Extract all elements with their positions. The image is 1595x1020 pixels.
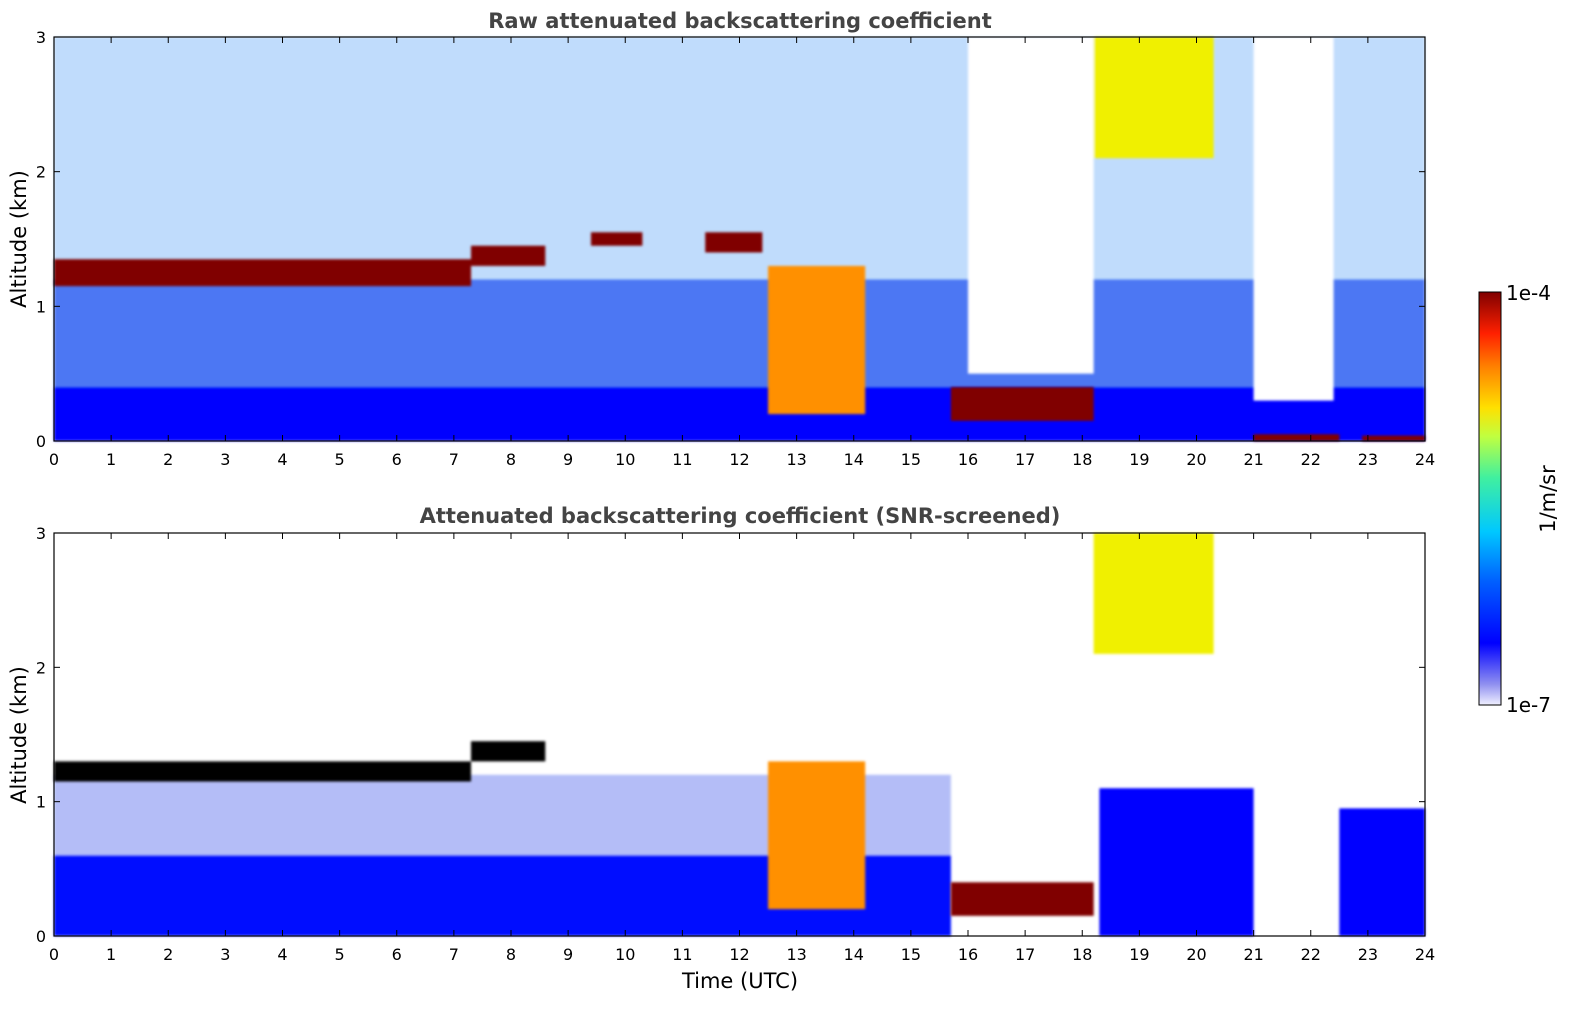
x-tick-label: 7 bbox=[449, 945, 459, 964]
feature-clear-gap bbox=[1253, 37, 1334, 401]
x-tick-label: 18 bbox=[1072, 945, 1092, 964]
y-tick-label: 2 bbox=[36, 163, 46, 182]
heatmap-features bbox=[54, 37, 1425, 441]
x-tick-label: 19 bbox=[1129, 945, 1149, 964]
x-tick-label: 3 bbox=[220, 945, 230, 964]
x-tick-label: 6 bbox=[392, 450, 402, 469]
x-tick-label: 4 bbox=[277, 945, 287, 964]
panel-snr-screened: Attenuated backscattering coefficient (S… bbox=[7, 504, 1435, 993]
colorbar-max-label: 1e-4 bbox=[1506, 281, 1551, 305]
colorbar-gradient bbox=[1479, 292, 1501, 705]
feature-cloud-base-layer bbox=[54, 259, 472, 287]
x-tick-label: 24 bbox=[1415, 450, 1435, 469]
heatmap-image bbox=[54, 533, 1425, 936]
feature-clear-gap bbox=[968, 37, 1094, 374]
x-tick-label: 21 bbox=[1243, 450, 1263, 469]
x-tick-label: 13 bbox=[786, 450, 806, 469]
x-tick-label: 1 bbox=[106, 450, 116, 469]
colorbar: 1e-4 1e-7 1/m/sr bbox=[1478, 281, 1560, 717]
feature-boundary-layer bbox=[1339, 808, 1425, 936]
x-tick-label: 6 bbox=[392, 945, 402, 964]
x-tick-label: 22 bbox=[1301, 945, 1321, 964]
feature-low-cloud bbox=[950, 387, 1094, 421]
x-tick-label: 23 bbox=[1358, 945, 1378, 964]
heatmap-features bbox=[54, 533, 1425, 936]
x-tick-label: 24 bbox=[1415, 945, 1435, 964]
colorbar-unit-label: 1/m/sr bbox=[1536, 465, 1560, 533]
x-tick-label: 8 bbox=[506, 450, 516, 469]
x-tick-label: 11 bbox=[672, 945, 692, 964]
x-tick-label: 5 bbox=[335, 450, 345, 469]
panel-raw: Raw attenuated backscattering coefficien… bbox=[7, 9, 1435, 469]
x-tick-label: 17 bbox=[1015, 450, 1035, 469]
feature-broken-cloud bbox=[705, 232, 763, 253]
axes: 0 1 2 3 4 5 6 7 8 9 10 11 12 13 14 15 16 17 18 19 20 21 22 23 24… bbox=[36, 524, 1435, 964]
x-tick-label: 9 bbox=[563, 450, 573, 469]
x-tick-label: 2 bbox=[163, 945, 173, 964]
x-tick-label: 9 bbox=[563, 945, 573, 964]
x-tick-label: 10 bbox=[615, 945, 635, 964]
x-tick-label: 22 bbox=[1301, 450, 1321, 469]
x-tick-label: 0 bbox=[49, 450, 59, 469]
y-axis-label: Altitude (km) bbox=[7, 170, 31, 308]
x-tick-label: 16 bbox=[958, 945, 978, 964]
x-tick-label: 13 bbox=[786, 945, 806, 964]
x-tick-label: 0 bbox=[49, 945, 59, 964]
feature-saturated-cloud-base bbox=[54, 761, 472, 782]
y-tick-label: 3 bbox=[36, 28, 46, 47]
x-tick-label: 20 bbox=[1186, 945, 1206, 964]
feature-broken-cloud bbox=[590, 232, 643, 246]
x-tick-label: 1 bbox=[106, 945, 116, 964]
y-tick-label: 1 bbox=[36, 297, 46, 316]
y-tick-label: 1 bbox=[36, 793, 46, 812]
x-tick-label: 14 bbox=[844, 450, 864, 469]
x-tick-label: 20 bbox=[1186, 450, 1206, 469]
x-tick-label: 3 bbox=[220, 450, 230, 469]
feature-high-cloud bbox=[1093, 37, 1214, 159]
x-tick-label: 15 bbox=[901, 945, 921, 964]
x-tick-label: 12 bbox=[729, 945, 749, 964]
feature-cloud-layer bbox=[471, 245, 546, 266]
x-tick-label: 8 bbox=[506, 945, 516, 964]
x-tick-label: 14 bbox=[844, 945, 864, 964]
heatmap-image bbox=[54, 37, 1425, 441]
x-tick-label: 5 bbox=[335, 945, 345, 964]
x-tick-label: 10 bbox=[615, 450, 635, 469]
x-tick-label: 15 bbox=[901, 450, 921, 469]
x-axis-label: Time (UTC) bbox=[681, 969, 798, 993]
y-tick-label: 2 bbox=[36, 658, 46, 677]
axes: 0 1 2 3 4 5 6 7 8 9 10 11 12 13 14 15 16 17 18 19 20 21 22 23 24… bbox=[36, 28, 1435, 469]
feature-surface-layer bbox=[1253, 434, 1340, 441]
y-axis-label: Altitude (km) bbox=[7, 666, 31, 804]
feature-high-cloud bbox=[1093, 533, 1214, 654]
x-tick-label: 19 bbox=[1129, 450, 1149, 469]
panel-title: Raw attenuated backscattering coefficien… bbox=[488, 9, 992, 33]
y-tick-label: 0 bbox=[36, 927, 46, 946]
feature-surface-layer bbox=[1362, 435, 1425, 441]
x-tick-label: 4 bbox=[277, 450, 287, 469]
x-tick-label: 17 bbox=[1015, 945, 1035, 964]
x-tick-label: 18 bbox=[1072, 450, 1092, 469]
x-tick-label: 2 bbox=[163, 450, 173, 469]
colorbar-frame bbox=[1478, 291, 1502, 706]
y-tick-label: 0 bbox=[36, 432, 46, 451]
x-tick-label: 23 bbox=[1358, 450, 1378, 469]
panel-title: Attenuated backscattering coefficient (S… bbox=[420, 504, 1061, 528]
x-tick-label: 16 bbox=[958, 450, 978, 469]
feature-descending-plume bbox=[768, 265, 866, 415]
colorbar-min-label: 1e-7 bbox=[1506, 693, 1551, 717]
x-tick-label: 11 bbox=[672, 450, 692, 469]
x-tick-label: 7 bbox=[449, 450, 459, 469]
x-tick-label: 21 bbox=[1243, 945, 1263, 964]
x-tick-label: 12 bbox=[729, 450, 749, 469]
feature-boundary-layer bbox=[1099, 788, 1254, 936]
feature-low-cloud bbox=[950, 882, 1094, 916]
y-tick-label: 3 bbox=[36, 524, 46, 543]
feature-descending-plume bbox=[768, 761, 866, 910]
feature-saturated-cloud bbox=[471, 741, 546, 762]
